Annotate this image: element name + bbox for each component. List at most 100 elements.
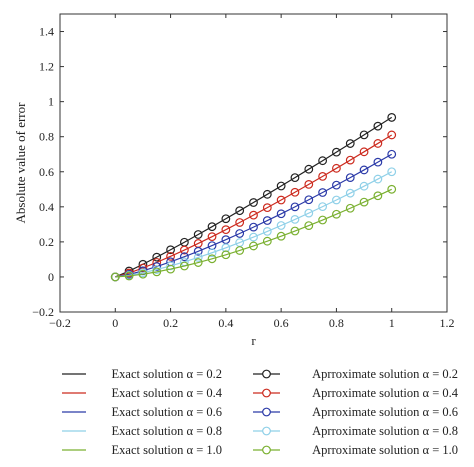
approximate-solution-marker (359, 147, 369, 157)
approximate-solution-marker (290, 202, 300, 212)
approximate-solution-marker (276, 209, 286, 219)
legend-approx-swatch-marker (262, 426, 271, 436)
legend-exact-label: Exact solution α = 0.8 (112, 424, 222, 438)
approximate-solution-marker (262, 236, 272, 246)
approximate-solution-marker (332, 180, 341, 190)
approximate-solution-marker (276, 221, 286, 230)
approximate-solution-marker (304, 164, 314, 174)
approximate-solution-marker (359, 181, 369, 191)
approximate-solution-marker (387, 130, 397, 140)
approximate-solution-marker (138, 263, 148, 273)
y-tick-label: 0 (48, 270, 54, 284)
approximate-solution-marker (373, 157, 383, 167)
approximate-solution-marker (318, 202, 328, 212)
legend-approx-label: Aprroximate solution α = 0.4 (312, 386, 459, 400)
y-tick-label: 0.4 (39, 200, 54, 214)
approximate-solution-marker (332, 147, 341, 157)
approximate-solution-marker (166, 245, 175, 255)
approximate-solution-marker (318, 171, 328, 181)
approximate-solution-marker (152, 265, 162, 274)
approximate-solution-marker (193, 258, 203, 267)
y-axis-label: Absolute value of error (13, 102, 28, 224)
exact-solution-line (115, 171, 392, 278)
approximate-solution-marker (276, 181, 286, 191)
exact-solution-line (115, 188, 392, 278)
approximate-solution-marker (332, 163, 341, 173)
y-tick-label: 0.8 (39, 130, 54, 144)
approximate-solution-marker (359, 197, 369, 207)
approximate-solution-marker (166, 251, 175, 261)
x-tick-label: 0 (112, 316, 118, 330)
approximate-solution-marker (249, 198, 258, 207)
approximate-solution-marker (290, 226, 300, 236)
legend-approx-label: Aprroximate solution α = 1.0 (312, 443, 458, 457)
approximate-solution-marker (304, 208, 314, 218)
approximate-solution-marker (249, 241, 258, 251)
approximate-solution-marker (179, 245, 189, 255)
approximate-solution-marker (345, 139, 355, 148)
y-tick-label: 1.2 (39, 60, 54, 74)
approximate-solution-marker (276, 231, 286, 241)
approximate-solution-marker (138, 269, 148, 279)
approximate-solution-marker (373, 174, 383, 184)
approximate-solution-marker (249, 210, 258, 220)
approximate-solution-marker (387, 149, 397, 159)
axis-ticks: −0.2 0 0.2 0.4 0.6 0.8 1 1.2 −0.2 0 0.2 0.4 0.6 0.8 1 1… (32, 14, 455, 330)
approximate-solution-marker (387, 167, 397, 177)
approximate-solution-marker (235, 246, 245, 255)
approximate-solution-marker (332, 209, 341, 219)
approximate-solution-marker (193, 230, 203, 239)
approximate-solution-marker (318, 156, 328, 166)
approximate-solution-marker (152, 262, 162, 271)
x-tick-label: 0.8 (329, 316, 344, 330)
approximate-solution-marker (359, 130, 369, 140)
legend-exact-label: Exact solution α = 0.6 (112, 405, 222, 419)
x-tick-label: 0.2 (163, 316, 178, 330)
legend-approx-label: Aprroximate solution α = 0.8 (312, 424, 458, 438)
approximate-solution-marker (345, 155, 355, 165)
y-tick-label: 0.2 (39, 235, 54, 249)
legend: Exact solution α = 0.2 Aprroximate soluti… (62, 367, 459, 457)
approximate-solution-marker (262, 216, 272, 225)
approximate-solution-marker (193, 246, 203, 256)
approximate-solution-marker (332, 195, 341, 205)
approximate-solution-marker (262, 203, 272, 213)
approximate-solution-marker (373, 139, 383, 148)
approximate-solution-marker (221, 225, 231, 235)
approximate-solution-marker (152, 252, 162, 262)
legend-approx-label: Aprroximate solution α = 0.6 (312, 405, 458, 419)
approximate-solution-marker (221, 243, 231, 253)
approximate-solution-marker (345, 188, 355, 198)
x-tick-label: 0.4 (218, 316, 233, 330)
approximate-solution-marker (359, 165, 369, 175)
approximate-solution-marker (318, 215, 328, 225)
y-tick-label: 1 (48, 95, 54, 109)
approximate-solution-marker (345, 173, 355, 183)
legend-exact-label: Exact solution α = 1.0 (112, 443, 222, 457)
approximate-solution-marker (179, 252, 189, 262)
approximate-solution-marker (110, 272, 120, 282)
approximate-solution-marker (207, 254, 217, 264)
approximate-solution-marker (262, 189, 272, 199)
series-alpha-0-2 (110, 113, 397, 282)
exact-solution-line (115, 116, 393, 278)
approximate-solution-marker (262, 226, 272, 236)
approximate-solution-marker (304, 179, 314, 189)
approximate-solution-marker (207, 232, 217, 242)
x-tick-label: 0.6 (274, 316, 289, 330)
approximate-solution-marker (318, 188, 328, 197)
approximate-solution-marker (276, 195, 286, 205)
series-alpha-1 (110, 184, 397, 282)
approximate-solution-marker (235, 229, 245, 238)
approximate-solution-marker (235, 218, 245, 227)
approximate-solution-marker (249, 222, 258, 232)
legend-approx-swatch-marker (262, 388, 271, 398)
approximate-solution-marker (387, 184, 397, 194)
approximate-solution-marker (290, 173, 300, 183)
approximate-solution-marker (221, 250, 231, 260)
approximate-solution-marker (193, 253, 203, 262)
approximate-solution-marker (304, 221, 314, 231)
approximate-solution-marker (221, 214, 231, 224)
exact-solution-line (115, 134, 393, 278)
x-axis-label: r (251, 333, 256, 348)
